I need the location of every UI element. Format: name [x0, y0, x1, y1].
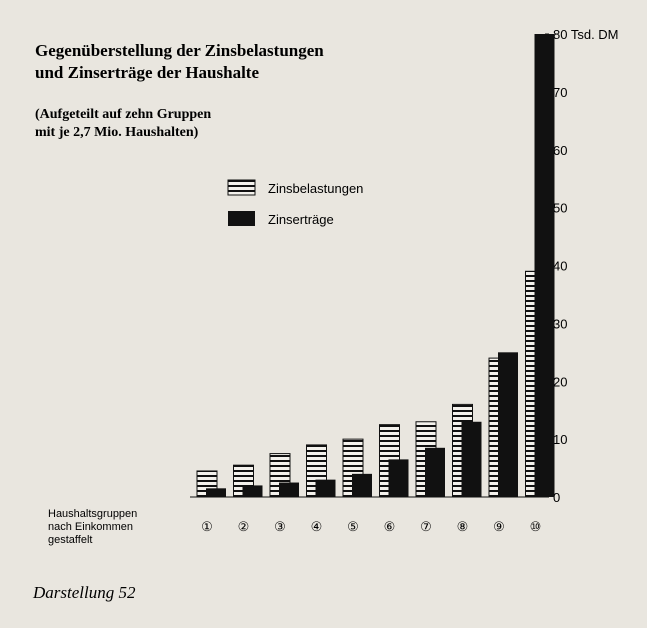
- bar-zinsertraege-7: [425, 447, 445, 497]
- y-tick-label: 40: [553, 259, 567, 274]
- x-axis-label-line-1: Haushaltsgruppen: [48, 508, 137, 520]
- bar-zinsertraege-10: [534, 34, 555, 497]
- y-tick-label: 80 Tsd. DM: [553, 27, 619, 42]
- x-axis-label-line-2: nach Einkommen: [48, 521, 133, 533]
- y-tick-label: 70: [553, 85, 567, 100]
- chart-title-line-2: und Zinserträge der Haushalte: [35, 63, 259, 82]
- bar-zinsertraege-6: [388, 459, 409, 497]
- x-category-label-8: ⑧: [457, 519, 469, 534]
- x-category-label-5: ⑤: [347, 519, 359, 534]
- bar-zinsertraege-1: [206, 488, 226, 497]
- figure-caption: Darstellung 52: [32, 583, 136, 602]
- x-category-label-9: ⑨: [493, 519, 505, 534]
- y-tick-label: 50: [553, 201, 567, 216]
- y-tick-label: 10: [553, 432, 567, 447]
- x-category-label-6: ⑥: [384, 519, 396, 534]
- bar-zinsertraege-9: [498, 352, 518, 497]
- legend-label-zinsbelastungen: Zinsbelastungen: [268, 181, 363, 196]
- x-axis-label-line-3: gestaffelt: [48, 534, 92, 546]
- x-category-label-2: ②: [238, 519, 250, 534]
- bar-zinsertraege-5: [352, 473, 372, 497]
- y-tick-label: 60: [553, 143, 567, 158]
- x-category-label-4: ④: [311, 519, 323, 534]
- chart-title-line-1: Gegenüberstellung der Zinsbelastungen: [35, 41, 324, 60]
- legend-swatch-zinsertraege: [228, 211, 255, 226]
- x-category-label-1: ①: [201, 519, 213, 534]
- y-axis: 0 10 20 30 40 50 60 70 80 Tsd. DM: [545, 27, 619, 505]
- legend-swatch-zinsbelastungen: [227, 179, 256, 196]
- legend-label-zinsertraege: Zinserträge: [268, 212, 334, 227]
- chart-subtitle-line-2: mit je 2,7 Mio. Haushalten): [35, 125, 199, 140]
- bar-zinsertraege-8: [461, 421, 482, 497]
- bar-zinsertraege-2: [242, 485, 263, 497]
- bar-zinsertraege-4: [315, 479, 336, 497]
- legend: Zinsbelastungen Zinserträge: [227, 179, 363, 227]
- y-tick-label: 0: [553, 490, 560, 505]
- chart-subtitle-line-1: (Aufgeteilt auf zehn Gruppen: [35, 107, 211, 122]
- y-tick-label: 20: [553, 374, 567, 389]
- x-category-label-3: ③: [274, 519, 286, 534]
- y-tick-label: 30: [553, 316, 567, 331]
- x-category-label-10: ⑩: [530, 519, 542, 534]
- x-categories: ① ② ③ ④ ⑤ ⑥ ⑦ ⑧ ⑨ ⑩: [201, 519, 541, 534]
- bar-zinsertraege-3: [279, 482, 299, 497]
- x-category-label-7: ⑦: [420, 519, 432, 534]
- bars: [190, 34, 555, 498]
